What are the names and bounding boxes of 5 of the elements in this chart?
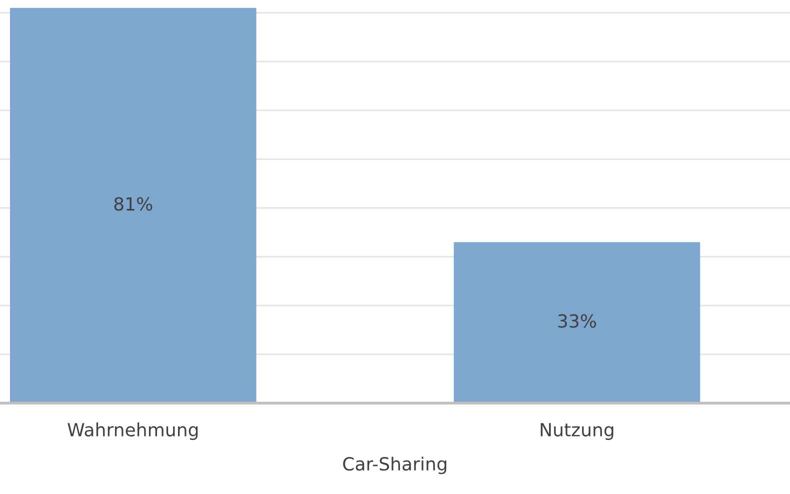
data-label: 33% — [558, 314, 596, 328]
x-tick-label: Wahrnehmung — [68, 422, 198, 440]
data-label: 81% — [114, 197, 152, 211]
x-tick-label: Nutzung — [540, 423, 614, 440]
x-axis-title: Car-Sharing — [343, 456, 446, 474]
